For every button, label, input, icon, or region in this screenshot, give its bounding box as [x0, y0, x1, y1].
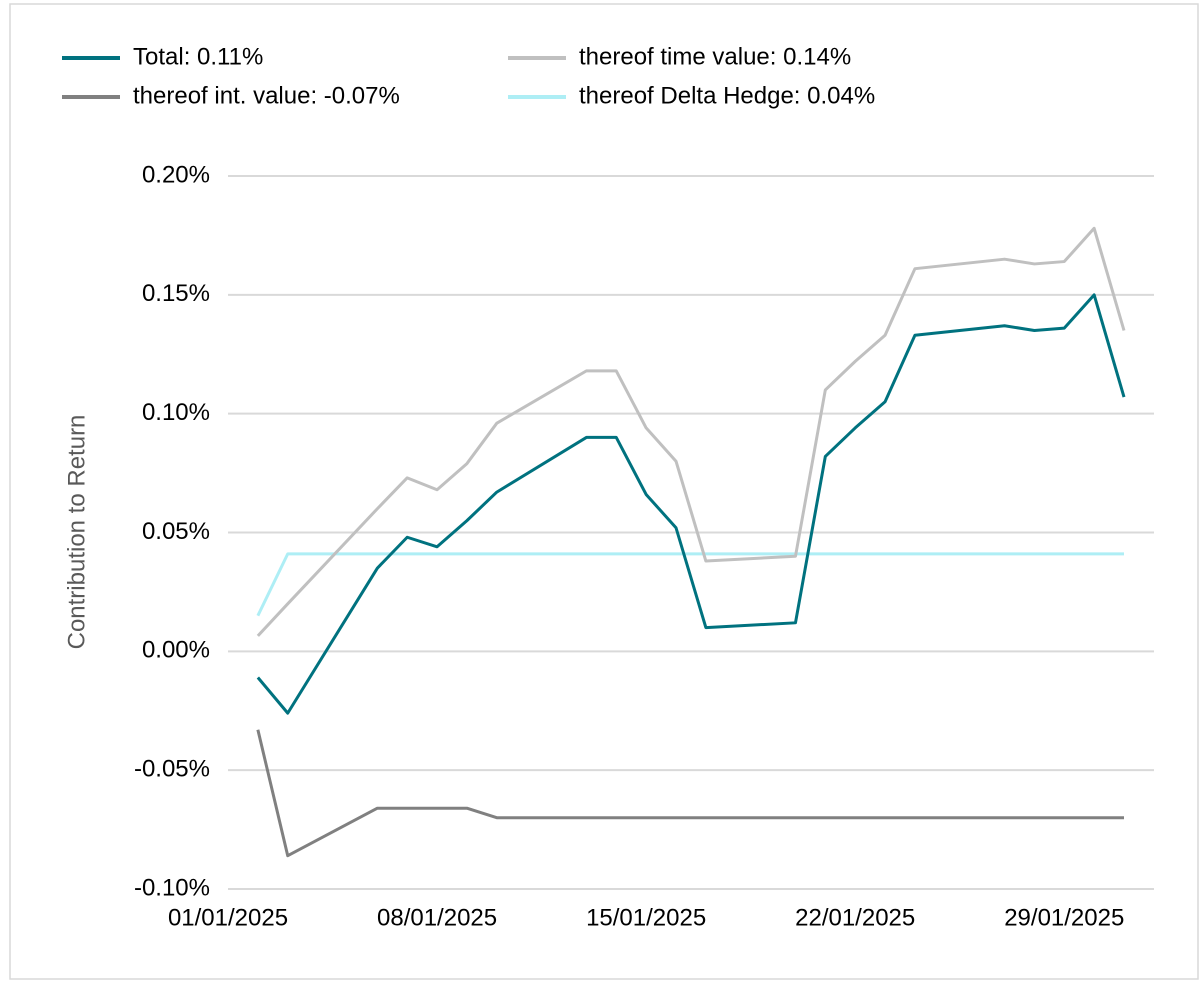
legend-label: thereof time value: 0.14% — [579, 43, 851, 70]
chart-frame — [9, 3, 1199, 980]
y-axis-label: Contribution to Return — [63, 415, 90, 650]
x-tick-label: 22/01/2025 — [795, 904, 915, 931]
y-tick-label: -0.10% — [134, 874, 210, 901]
y-tick-label: 0.00% — [142, 637, 210, 664]
y-tick-label: 0.15% — [142, 280, 210, 307]
legend-label: thereof int. value: -0.07% — [133, 82, 400, 109]
series-line — [256, 552, 1124, 617]
y-tick-label: -0.05% — [134, 756, 210, 783]
x-tick-label: 01/01/2025 — [168, 904, 288, 931]
y-tick-label: 0.10% — [142, 399, 210, 426]
x-tick-label: 29/01/2025 — [1004, 904, 1124, 931]
y-tick-label: 0.20% — [142, 161, 210, 188]
legend-label: Total: 0.11% — [133, 43, 263, 70]
legend-label: thereof Delta Hedge: 0.04% — [579, 82, 875, 109]
x-tick-label: 08/01/2025 — [377, 904, 497, 931]
y-tick-label: 0.05% — [142, 518, 210, 545]
series-line — [256, 293, 1126, 715]
series-line — [256, 226, 1126, 637]
x-tick-label: 15/01/2025 — [586, 904, 706, 931]
series-line — [256, 729, 1124, 858]
